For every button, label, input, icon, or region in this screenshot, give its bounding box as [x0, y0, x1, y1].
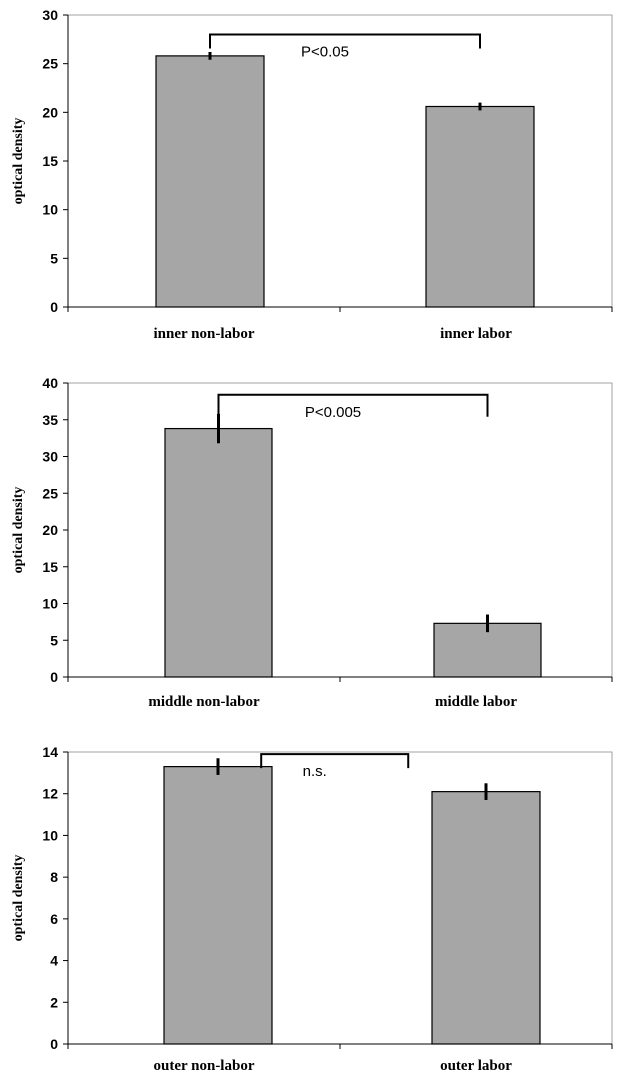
- y-tick-label: 40: [42, 375, 58, 391]
- category-label: middle non-labor: [148, 694, 260, 710]
- y-tick-label: 14: [42, 744, 58, 760]
- y-tick-label: 10: [42, 202, 58, 218]
- significance-bracket: [209, 33, 481, 49]
- category-label: outer non-labor: [154, 1058, 255, 1074]
- y-tick-label: 15: [42, 559, 58, 575]
- bar: [425, 105, 535, 308]
- y-axis-label: optical density: [11, 118, 26, 205]
- category-label: outer labor: [440, 1058, 512, 1074]
- y-tick-label: 25: [42, 56, 58, 72]
- y-tick-label: 5: [50, 250, 58, 266]
- y-tick-label: 20: [42, 522, 58, 538]
- category-label: inner labor: [440, 326, 512, 342]
- significance-annotation: n.s.: [303, 763, 327, 780]
- bar-chart-middle: 0 5 10 15 20 25 30 35 40 optical density middle no…: [11, 375, 613, 710]
- bar-chart-inner: 0 5 10 15 20 25 30 optical density inner non-lab…: [11, 7, 613, 342]
- bar: [163, 766, 273, 1045]
- bar: [164, 427, 273, 678]
- chart-panel-inner: 0 5 10 15 20 25 30 optical density inner non-lab…: [0, 0, 617, 350]
- bar: [155, 55, 265, 308]
- category-label: middle labor: [435, 694, 517, 710]
- bar: [431, 791, 541, 1045]
- y-tick-label: 30: [42, 449, 58, 465]
- significance-annotation: P<0.05: [301, 43, 349, 60]
- y-tick-label: 30: [42, 7, 58, 23]
- y-tick-label: 2: [50, 994, 58, 1010]
- chart-panel-middle: 0 5 10 15 20 25 30 35 40 optical density middle no…: [0, 370, 617, 715]
- y-tick-label: 6: [50, 911, 58, 927]
- y-tick-label: 8: [50, 869, 58, 885]
- y-tick-label: 0: [50, 299, 58, 315]
- y-axis-label: optical density: [11, 487, 26, 574]
- category-label: inner non-labor: [154, 326, 255, 342]
- significance-bracket: [217, 393, 489, 417]
- bar-chart-outer: 0 2 4 6 8 10 12 14 optical density outer non-labo…: [11, 744, 613, 1074]
- y-tick-label: 4: [50, 953, 58, 969]
- y-tick-label: 10: [42, 596, 58, 612]
- y-axis-label: optical density: [11, 855, 26, 942]
- y-tick-label: 0: [50, 669, 58, 685]
- y-tick-label: 0: [50, 1036, 58, 1052]
- y-tick-label: 20: [42, 104, 58, 120]
- y-tick-label: 10: [42, 827, 58, 843]
- y-tick-label: 35: [42, 412, 58, 428]
- y-tick-label: 5: [50, 632, 58, 648]
- y-tick-label: 25: [42, 485, 58, 501]
- y-tick-label: 15: [42, 153, 58, 169]
- chart-panel-outer: 0 2 4 6 8 10 12 14 optical density outer non-labo…: [0, 740, 617, 1075]
- significance-bracket: [260, 753, 410, 769]
- y-tick-label: 12: [42, 786, 58, 802]
- significance-annotation: P<0.005: [305, 404, 361, 421]
